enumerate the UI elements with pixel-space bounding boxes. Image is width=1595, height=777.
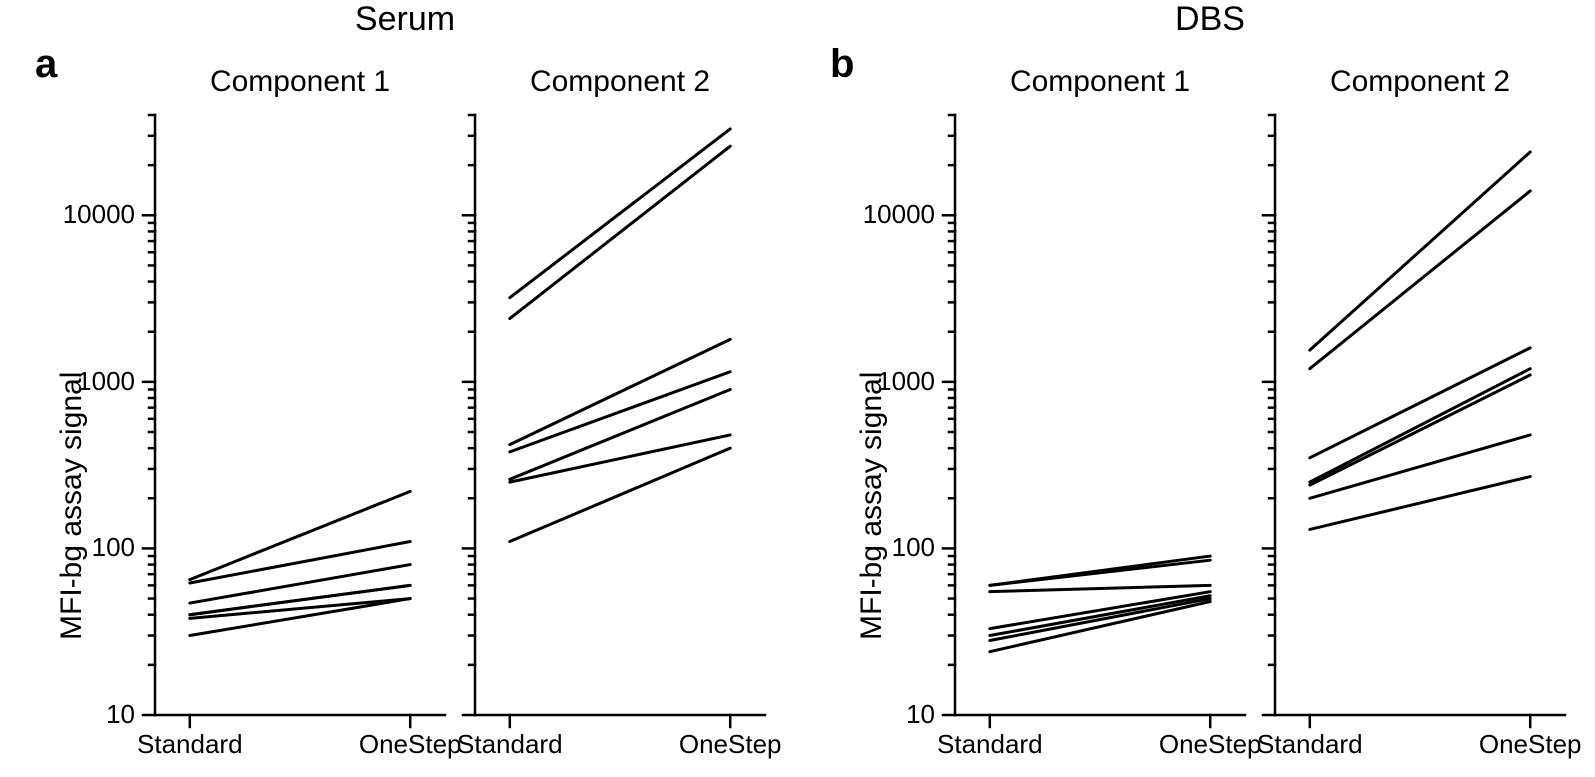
series-line	[510, 339, 730, 444]
series-line	[190, 599, 410, 636]
series-line	[510, 448, 730, 541]
series-line	[190, 491, 410, 579]
series-line	[510, 435, 730, 482]
series-line	[990, 596, 1210, 636]
ytick-label: 100	[855, 532, 935, 563]
ytick-label: 1000	[55, 366, 135, 397]
ytick-label: 100	[55, 532, 135, 563]
xtick-label: Standard	[435, 729, 585, 760]
xtick-label: Standard	[915, 729, 1065, 760]
plot-serum-comp2	[475, 115, 765, 715]
series-line	[510, 146, 730, 318]
panel-letter-serum: a	[35, 42, 57, 87]
xtick-label: Standard	[115, 729, 265, 760]
group-title-serum: Serum	[305, 0, 505, 39]
ytick-label: 1000	[855, 366, 935, 397]
series-line	[190, 542, 410, 583]
subtitle-dbs-comp1: Component 1	[955, 65, 1245, 99]
plot-dbs-comp1	[955, 115, 1245, 715]
xtick-label: Standard	[1235, 729, 1385, 760]
subtitle-serum-comp2: Component 2	[475, 65, 765, 99]
series-line	[1310, 477, 1530, 530]
series-line	[510, 372, 730, 452]
xtick-label: OneStep	[655, 729, 805, 760]
ytick-label: 10	[855, 699, 935, 730]
series-line	[990, 560, 1210, 585]
ytick-label: 10	[55, 699, 135, 730]
panel-letter-dbs: b	[830, 42, 854, 87]
ylabel-dbs: MFI-bg assay signal	[855, 372, 889, 640]
subtitle-dbs-comp2: Component 2	[1275, 65, 1565, 99]
series-line	[990, 599, 1210, 641]
series-line	[510, 389, 730, 479]
figure-root: Serum a MFI-bg assay signal Component 1 10 10…	[0, 0, 1595, 777]
series-line	[1310, 191, 1530, 369]
series-line	[190, 565, 410, 603]
ytick-label: 10000	[55, 199, 135, 230]
plot-dbs-comp2	[1275, 115, 1565, 715]
series-line	[990, 585, 1210, 591]
plot-serum-comp1	[155, 115, 445, 715]
ytick-label: 10000	[855, 199, 935, 230]
series-line	[1310, 348, 1530, 458]
series-line	[1310, 152, 1530, 350]
xtick-label: OneStep	[1455, 729, 1595, 760]
series-line	[510, 129, 730, 298]
series-line	[1310, 375, 1530, 485]
group-title-dbs: DBS	[1110, 0, 1310, 39]
subtitle-serum-comp1: Component 1	[155, 65, 445, 99]
ylabel-serum: MFI-bg assay signal	[55, 372, 89, 640]
